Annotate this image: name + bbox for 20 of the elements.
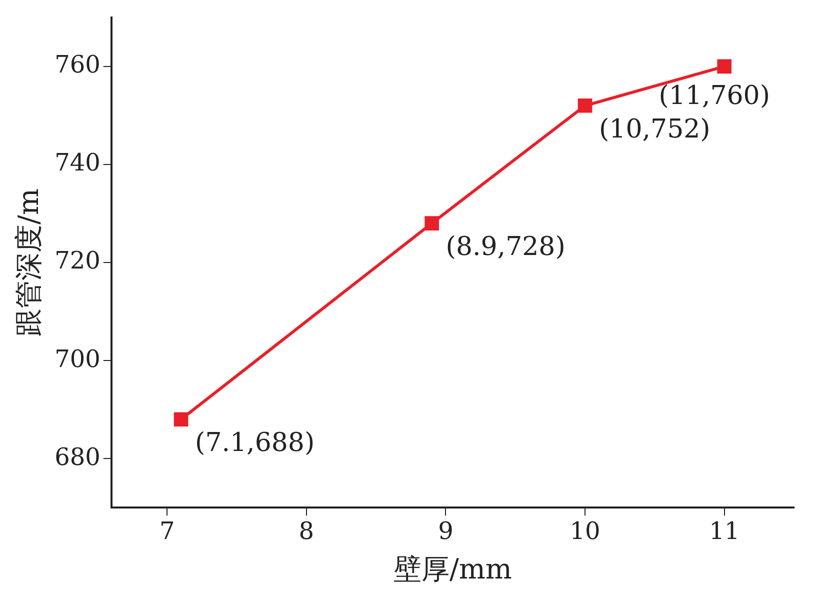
annotation: (10,752) [599, 114, 710, 144]
annotation: (11,760) [658, 81, 770, 112]
y-tick-label: 760 [54, 50, 100, 79]
x-tick-label: 7 [159, 517, 175, 546]
y-tick-label: 700 [54, 344, 100, 373]
y-tick-label: 720 [54, 246, 100, 275]
x-tick-label: 9 [438, 517, 454, 546]
x-tick-label: 8 [298, 517, 314, 546]
annotation: (7.1,688) [195, 428, 315, 458]
x-axis-title: 壁厚/mm [393, 552, 512, 586]
point [424, 216, 439, 230]
y-axis-title: 跟管深度/m [12, 188, 46, 336]
point [578, 98, 592, 113]
x-tick-label: 10 [570, 517, 600, 546]
x-tick-label: 11 [709, 517, 740, 546]
point [717, 59, 732, 74]
annotation: (8.9,728) [446, 232, 566, 262]
y-tick-label: 740 [54, 148, 100, 177]
point [174, 412, 188, 427]
y-tick-label: 680 [54, 442, 100, 471]
